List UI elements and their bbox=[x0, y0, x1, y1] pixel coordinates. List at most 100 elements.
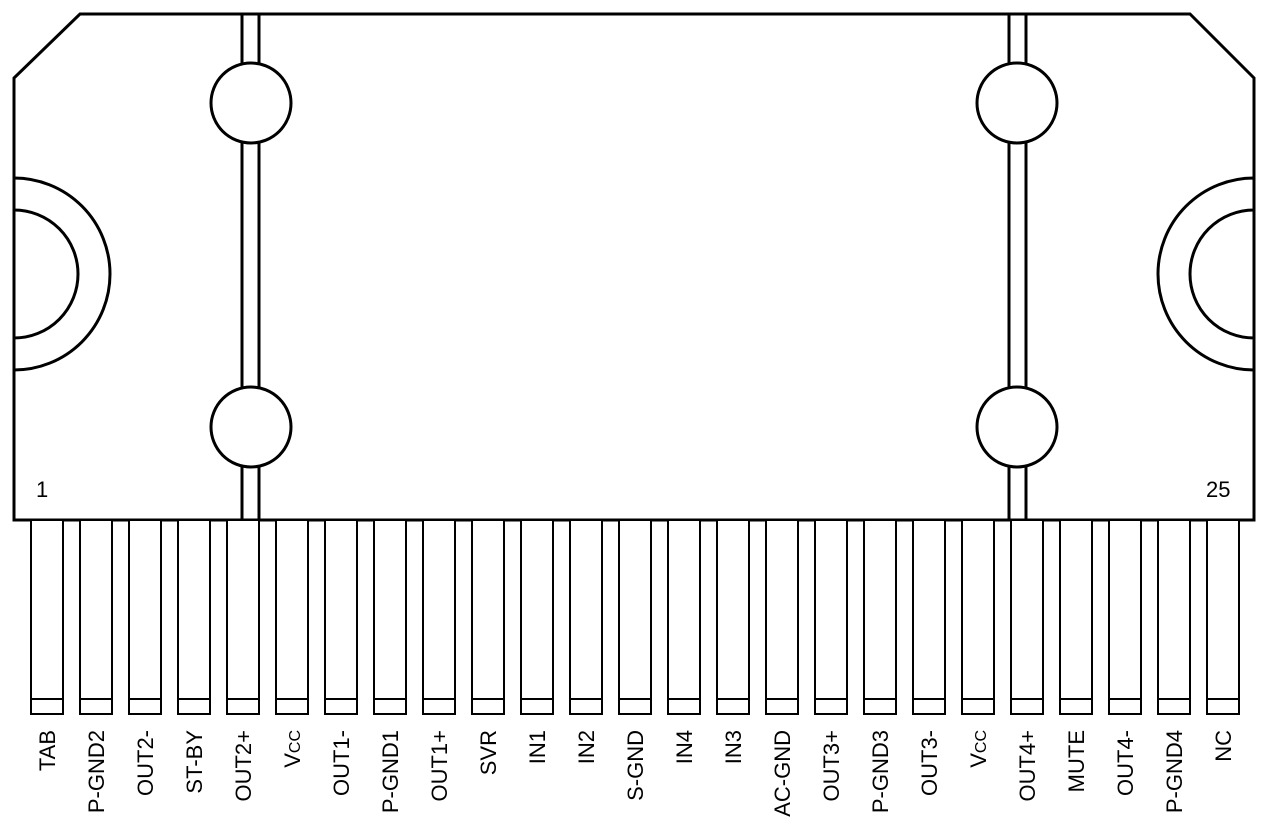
pin-16-tip bbox=[765, 698, 799, 715]
pin-7-tip bbox=[324, 698, 358, 715]
pin-12-label: IN2 bbox=[574, 730, 599, 764]
pin-14-label: IN4 bbox=[672, 730, 697, 764]
pin-4: ST-BY bbox=[177, 519, 211, 794]
pin-14-tip bbox=[667, 698, 701, 715]
pin-17-tip bbox=[814, 698, 848, 715]
pin-6-tip bbox=[275, 698, 309, 715]
pin-22-label: MUTE bbox=[1064, 730, 1089, 792]
pin-5: OUT2+ bbox=[226, 519, 260, 802]
pin-14-lead bbox=[667, 519, 701, 700]
pin-6-label: VCC bbox=[280, 730, 305, 768]
pin-22: MUTE bbox=[1059, 519, 1093, 792]
pin-2-lead bbox=[79, 519, 113, 700]
pin-25-label: NC bbox=[1211, 730, 1236, 762]
pin-25-marker: 25 bbox=[1206, 477, 1230, 502]
pin-4-tip bbox=[177, 698, 211, 715]
pin-22-tip bbox=[1059, 698, 1093, 715]
pin-13: S-GND bbox=[618, 519, 652, 801]
right-heatsink-rail bbox=[975, 14, 1059, 520]
left-upper-mount-hole bbox=[209, 61, 293, 145]
pin-3-lead bbox=[128, 519, 162, 700]
pin-22-lead bbox=[1059, 519, 1093, 700]
pin-17-label: OUT3+ bbox=[819, 730, 844, 802]
pin-17: OUT3+ bbox=[814, 519, 848, 802]
package-body-outline bbox=[12, 12, 1256, 522]
pin-12-lead bbox=[569, 519, 603, 700]
pin-5-lead bbox=[226, 519, 260, 700]
pin-25: NC bbox=[1206, 519, 1240, 762]
pin-5-label: OUT2+ bbox=[231, 730, 256, 802]
pin-21-lead bbox=[1010, 519, 1044, 700]
pin-19-lead bbox=[912, 519, 946, 700]
right-lower-mount-hole bbox=[975, 385, 1059, 469]
pin-24-tip bbox=[1157, 698, 1191, 715]
pin-1-tip bbox=[30, 698, 64, 715]
pin-4-lead bbox=[177, 519, 211, 700]
pin-16-lead bbox=[765, 519, 799, 700]
pin-7-lead bbox=[324, 519, 358, 700]
pin-4-label: ST-BY bbox=[182, 730, 207, 794]
pin-9-label: OUT1+ bbox=[427, 730, 452, 802]
pin-19: OUT3- bbox=[912, 519, 946, 796]
pin-3: OUT2- bbox=[128, 519, 162, 796]
pin-9: OUT1+ bbox=[422, 519, 456, 802]
pin-1-marker: 1 bbox=[36, 477, 48, 502]
pin-11-lead bbox=[520, 519, 554, 700]
pin-11-tip bbox=[520, 698, 554, 715]
pin-18-label: P-GND3 bbox=[868, 730, 893, 813]
pin-11-label: IN1 bbox=[525, 730, 550, 764]
pin-20: VCC bbox=[961, 519, 995, 768]
pin-11: IN1 bbox=[520, 519, 554, 764]
pin-1-lead bbox=[30, 519, 64, 700]
pin-7: OUT1- bbox=[324, 519, 358, 796]
pin-18-lead bbox=[863, 519, 897, 700]
pin-18-tip bbox=[863, 698, 897, 715]
pin-8-label: P-GND1 bbox=[378, 730, 403, 813]
left-lower-mount-hole bbox=[209, 385, 293, 469]
pin-21-tip bbox=[1010, 698, 1044, 715]
pin-15-tip bbox=[716, 698, 750, 715]
pin-2-label: P-GND2 bbox=[84, 730, 109, 813]
pin-23-tip bbox=[1108, 698, 1142, 715]
left-mounting-slot bbox=[12, 176, 112, 372]
pin-8: P-GND1 bbox=[373, 519, 407, 813]
pin-16-label: AC-GND bbox=[770, 730, 795, 817]
pin-9-lead bbox=[422, 519, 456, 700]
pin-19-label: OUT3- bbox=[917, 730, 942, 796]
pin-17-lead bbox=[814, 519, 848, 700]
right-upper-mount-hole bbox=[975, 61, 1059, 145]
pin-15-label: IN3 bbox=[721, 730, 746, 764]
pin-8-lead bbox=[373, 519, 407, 700]
pin-10-tip bbox=[471, 698, 505, 715]
pin-21: OUT4+ bbox=[1010, 519, 1044, 802]
pin-15: IN3 bbox=[716, 519, 750, 764]
pin-20-lead bbox=[961, 519, 995, 700]
pin-6: VCC bbox=[275, 519, 309, 768]
pin-1: TAB bbox=[30, 519, 64, 771]
pins-group: TAB P-GND2 OUT2- ST-BY OUT2+ VCC OUT1- P-GND1 OU… bbox=[30, 519, 1240, 817]
pin-7-label: OUT1- bbox=[329, 730, 354, 796]
pin-23: OUT4- bbox=[1108, 519, 1142, 796]
pin-20-tip bbox=[961, 698, 995, 715]
pin-10-label: SVR bbox=[476, 730, 501, 775]
right-mounting-slot bbox=[1156, 176, 1256, 372]
pin-21-label: OUT4+ bbox=[1015, 730, 1040, 802]
pin-2: P-GND2 bbox=[79, 519, 113, 813]
pin-25-tip bbox=[1206, 698, 1240, 715]
pin-13-label: S-GND bbox=[623, 730, 648, 801]
pin-12-tip bbox=[569, 698, 603, 715]
pin-12: IN2 bbox=[569, 519, 603, 764]
pin-16: AC-GND bbox=[765, 519, 799, 817]
pin-18: P-GND3 bbox=[863, 519, 897, 813]
pin-13-lead bbox=[618, 519, 652, 700]
pin-3-tip bbox=[128, 698, 162, 715]
pin-14: IN4 bbox=[667, 519, 701, 764]
left-heatsink-rail bbox=[209, 14, 293, 520]
pin-25-lead bbox=[1206, 519, 1240, 700]
pin-24-lead bbox=[1157, 519, 1191, 700]
pin-15-lead bbox=[716, 519, 750, 700]
pin-24: P-GND4 bbox=[1157, 519, 1191, 813]
pin-24-label: P-GND4 bbox=[1162, 730, 1187, 813]
pin-5-tip bbox=[226, 698, 260, 715]
